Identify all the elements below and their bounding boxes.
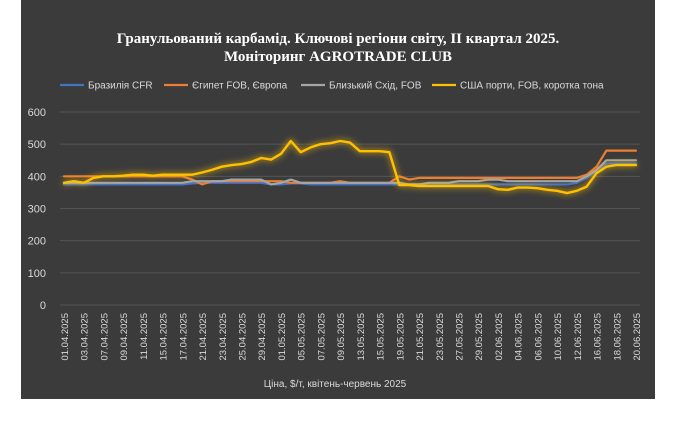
x-axis-label: Ціна, $/т, квітень-червень 2025 (264, 379, 407, 390)
legend-label: Бразилія CFR (88, 81, 153, 92)
x-tick-label: 15.04.2025 (159, 313, 170, 361)
x-tick-label: 07.04.2025 (99, 313, 110, 361)
x-tick-label: 25.04.2025 (238, 313, 249, 361)
gridlines (60, 111, 640, 306)
x-tick-label: 03.04.2025 (80, 313, 91, 361)
x-tick-label: 13.05.2025 (356, 313, 367, 361)
x-tick-label: 06.06.2025 (533, 313, 544, 361)
x-tick-label: 23.05.2025 (435, 313, 446, 361)
x-tick-label: 12.06.2025 (573, 313, 584, 361)
y-tick-label: 600 (28, 107, 46, 119)
x-tick-label: 21.05.2025 (415, 313, 426, 361)
y-tick-label: 500 (28, 139, 46, 151)
series-line (62, 162, 638, 186)
x-tick-label: 09.05.2025 (336, 313, 347, 361)
x-tick-label: 16.06.2025 (593, 313, 604, 361)
y-axis: 0 100 200 300 400 500 600 (28, 107, 46, 312)
chart-frame: Гранульований карбамід. Ключові регіони … (21, 0, 655, 399)
x-tick-label: 29.05.2025 (474, 313, 485, 361)
x-tick-label: 01.04.2025 (60, 313, 71, 361)
x-tick-label: 15.05.2025 (376, 313, 387, 361)
legend-label: Єгипет FOB, Європа (192, 81, 288, 92)
x-tick-label: 23.04.2025 (218, 313, 229, 361)
series-line (62, 159, 638, 186)
legend-label: США порти, FOB, коротка тона (460, 81, 604, 92)
y-tick-label: 0 (40, 300, 46, 312)
series-line (62, 149, 638, 186)
series-line (62, 139, 638, 195)
x-tick-label: 29.04.2025 (257, 313, 268, 361)
x-tick-label: 19.05.2025 (395, 313, 406, 361)
legend-label: Близький Схід, FOB (329, 81, 422, 92)
x-tick-label: 05.05.2025 (297, 313, 308, 361)
x-tick-label: 18.06.2025 (612, 313, 623, 361)
x-axis: 01.04.2025 03.04.2025 07.04.2025 09.04.2025… (60, 313, 643, 361)
x-tick-label: 10.06.2025 (553, 313, 564, 361)
y-tick-label: 300 (28, 204, 46, 216)
x-tick-label: 21.04.2025 (198, 313, 209, 361)
series-lines (62, 139, 638, 195)
legend: Бразилія CFR Єгипет FOB, Європа Близький С… (60, 81, 604, 92)
y-tick-label: 200 (28, 236, 46, 248)
x-tick-label: 11.04.2025 (139, 313, 150, 360)
x-tick-label: 09.04.2025 (119, 313, 130, 361)
x-tick-label: 20.06.2025 (632, 313, 643, 361)
x-tick-label: 04.06.2025 (514, 313, 525, 361)
x-tick-label: 07.05.2025 (316, 313, 327, 361)
y-tick-label: 100 (28, 268, 46, 280)
x-tick-label: 27.05.2025 (454, 313, 465, 361)
x-tick-label: 01.05.2025 (277, 313, 288, 361)
y-tick-label: 400 (28, 171, 46, 183)
chart-title-block: Гранульований карбамід. Ключові регіони … (21, 30, 655, 66)
chart-title: Гранульований карбамід. Ключові регіони … (116, 31, 560, 47)
x-tick-label: 02.06.2025 (494, 313, 505, 361)
chart-subtitle: Моніторинг AGROTRADE CLUB (223, 49, 453, 65)
x-tick-label: 17.04.2025 (178, 313, 189, 361)
